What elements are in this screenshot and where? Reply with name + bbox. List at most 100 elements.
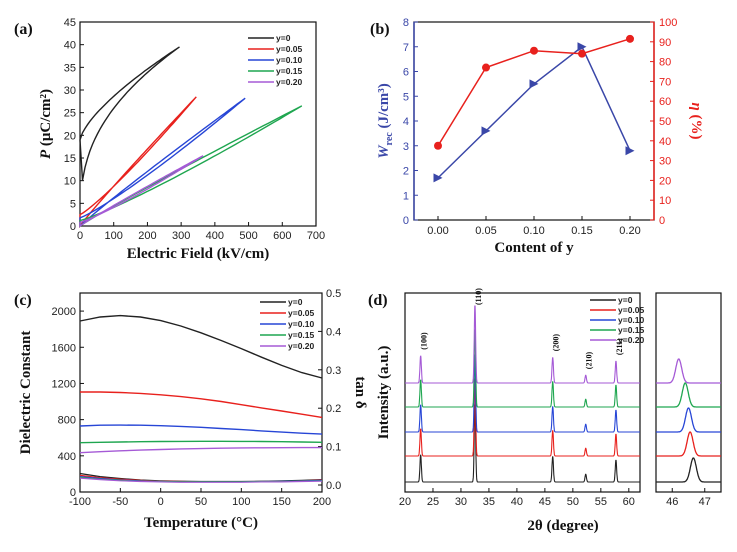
right-tick-label: 0.5 — [326, 288, 341, 300]
marker-Wrec-0 — [433, 173, 443, 183]
right-axis-title: η (%) — [688, 103, 704, 140]
inset-plot-frame — [655, 292, 722, 493]
panel-d: 20 25 30 35 40 45 50 55 60 46 47 2θ (degree) Intensi… — [368, 288, 722, 534]
permittivity-line-3 — [79, 440, 323, 444]
permittivity-line-2 — [79, 424, 323, 435]
left-tick-label: 800 — [58, 415, 76, 427]
x-tick-label: 100 — [232, 496, 250, 508]
x-axis-title: 2θ (degree) — [527, 518, 598, 534]
left-tick-label: 3 — [403, 141, 409, 153]
right-tick-label: 90 — [659, 37, 671, 49]
x-tick-label: 700 — [307, 230, 325, 242]
x-tick-label: 0 — [158, 496, 164, 508]
loop-y020 — [79, 155, 204, 228]
left-tick-label: 0 — [403, 215, 409, 227]
x-tick-label: 300 — [172, 230, 190, 242]
panel-label: (a) — [14, 21, 33, 38]
right-tick-label: 100 — [659, 17, 677, 29]
left-tick-label: 400 — [58, 451, 76, 463]
x-tick-label: 200 — [313, 496, 331, 508]
inset-pattern-0 — [656, 457, 721, 483]
left-tick-label: 0 — [70, 487, 76, 499]
left-tick-label: 5 — [403, 91, 409, 103]
right-tick-label: 0.1 — [326, 442, 341, 454]
xrd-pattern-3 — [405, 329, 640, 408]
x-tick-label: -50 — [112, 496, 128, 508]
loop-y005 — [79, 96, 197, 229]
x-tick-label: 0.20 — [619, 225, 640, 237]
x-tick-label: 500 — [239, 230, 257, 242]
marker-eta-1 — [482, 63, 490, 72]
xrd-pattern-4 — [405, 305, 640, 384]
legend-item-1-label: y=0.05 — [618, 305, 645, 315]
y-tick-label: 15 — [64, 153, 76, 165]
left-tick-label: 2 — [403, 166, 409, 178]
x-axis-title: Content of y — [494, 240, 574, 256]
legend-item-4-label: y=0.20 — [276, 77, 303, 87]
left-tick-label: 6 — [403, 67, 409, 79]
x-tick-label: 400 — [206, 230, 224, 242]
x-tick-label: 200 — [138, 230, 156, 242]
inset-x-tick-label: 46 — [666, 496, 678, 508]
right-axis-title: tan δ — [352, 376, 368, 409]
x-axis-title: Electric Field (kV/cm) — [127, 246, 269, 262]
peak-label-0: (100) — [420, 332, 429, 350]
y-axis-title: P (μC/cm²) — [38, 89, 54, 159]
right-tick-label: 50 — [659, 116, 671, 128]
right-tick-label: 40 — [659, 136, 671, 148]
xrd-pattern-0 — [405, 404, 640, 483]
series-line-eta — [437, 38, 631, 147]
marker-eta-0 — [434, 141, 442, 150]
x-tick-label: 0 — [77, 230, 83, 242]
panel-label: (b) — [370, 21, 390, 38]
x-tick-label: 600 — [273, 230, 291, 242]
main-plot-frame — [404, 292, 641, 493]
panel-c: -100 -50 0 50 100 150 20004008001200160020000.… — [14, 288, 368, 531]
loop-y010 — [79, 97, 246, 228]
legend-item-4-label: y=0.20 — [618, 335, 645, 345]
legend-item-1-label: y=0.05 — [276, 44, 303, 54]
legend-item-3-label: y=0.15 — [618, 325, 645, 335]
marker-Wrec-1 — [481, 126, 491, 136]
permittivity-line-4 — [79, 446, 322, 454]
y-tick-label: 30 — [64, 85, 76, 97]
y-tick-label: 35 — [64, 62, 76, 74]
left-axis-title: Dielectric Constant — [18, 331, 34, 455]
inset-pattern-2 — [656, 407, 721, 433]
legend-item-4-label: y=0.20 — [288, 341, 315, 351]
x-tick-label: 20 — [399, 496, 411, 508]
plot-frame — [79, 21, 317, 227]
inset-pattern-3 — [656, 382, 721, 408]
marker-eta-2 — [530, 46, 538, 55]
y-tick-label: 10 — [64, 176, 76, 188]
peak-label-4: (211) — [615, 338, 624, 355]
left-tick-label: 7 — [403, 42, 409, 54]
x-tick-label: 45 — [539, 496, 551, 508]
y-tick-label: 40 — [64, 40, 76, 52]
x-tick-label: 50 — [195, 496, 207, 508]
right-tick-label: 70 — [659, 76, 671, 88]
right-tick-label: 0.0 — [326, 480, 341, 492]
panel-b: 0.00 0.05 0.10 0.15 0.2001234567801020304050… — [370, 17, 704, 256]
marker-eta-3 — [578, 49, 586, 58]
marker-Wrec-4 — [625, 146, 635, 156]
legend-item-2-label: y=0.10 — [618, 315, 645, 325]
right-tick-label: 10 — [659, 195, 671, 207]
x-tick-label: 100 — [105, 230, 123, 242]
y-axis-title: Intensity (a.u.) — [376, 346, 392, 440]
left-tick-label: 4 — [403, 116, 409, 128]
x-tick-label: 30 — [455, 496, 467, 508]
legend-item-2-label: y=0.10 — [288, 319, 315, 329]
legend-item-0-label: y=0 — [288, 297, 303, 307]
series-line-Wrec — [437, 45, 631, 179]
y-tick-label: 20 — [64, 130, 76, 142]
inset-pattern-1 — [656, 431, 721, 457]
x-tick-label: 60 — [623, 496, 635, 508]
legend-item-3-label: y=0.15 — [288, 330, 315, 340]
permittivity-line-1 — [80, 391, 323, 419]
x-tick-label: 35 — [483, 496, 495, 508]
inset-x-tick-label: 47 — [699, 496, 711, 508]
legend-item-2-label: y=0.10 — [276, 55, 303, 65]
x-tick-label: 150 — [272, 496, 290, 508]
